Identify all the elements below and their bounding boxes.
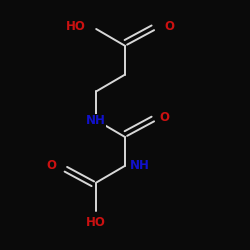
Text: NH: NH <box>86 114 106 127</box>
Text: HO: HO <box>66 20 86 33</box>
Text: O: O <box>46 159 56 172</box>
Text: HO: HO <box>86 216 106 229</box>
Text: O: O <box>160 111 170 124</box>
Text: NH: NH <box>130 159 150 172</box>
Text: O: O <box>164 20 174 33</box>
